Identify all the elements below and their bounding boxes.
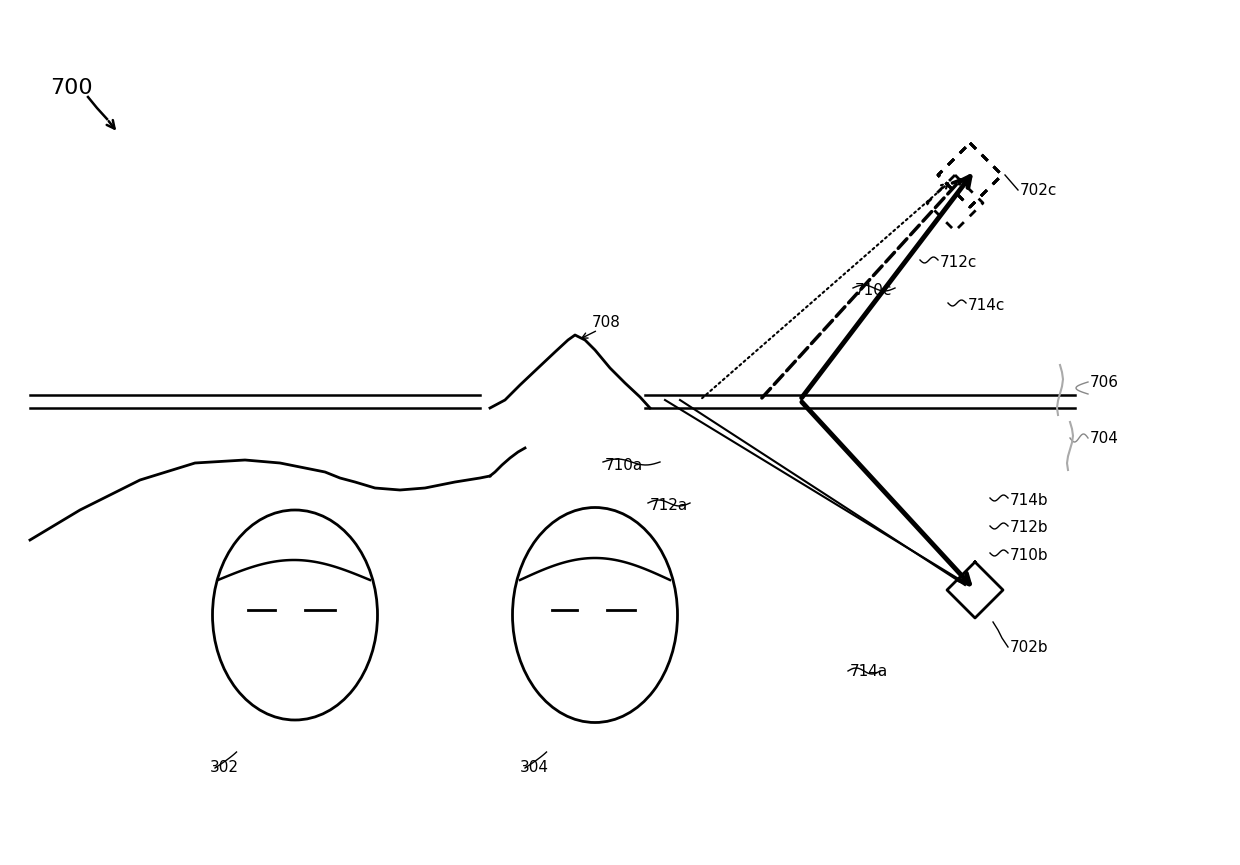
Text: 302: 302: [210, 760, 239, 776]
Text: 714b: 714b: [1011, 492, 1049, 508]
Text: 712b: 712b: [1011, 521, 1049, 535]
Text: 304: 304: [520, 760, 549, 776]
Text: 710c: 710c: [856, 283, 893, 298]
Text: 714c: 714c: [968, 298, 1006, 312]
Text: 704: 704: [1090, 431, 1118, 445]
Text: 700: 700: [50, 78, 93, 98]
Text: 706: 706: [1090, 375, 1118, 389]
Text: 702b: 702b: [1011, 640, 1049, 656]
Text: 712a: 712a: [650, 497, 688, 512]
Text: 710a: 710a: [605, 458, 644, 472]
Text: 712c: 712c: [940, 254, 977, 270]
Text: 710b: 710b: [1011, 548, 1049, 562]
Text: 714a: 714a: [849, 664, 888, 680]
Text: 702c: 702c: [1021, 183, 1058, 197]
Text: 708: 708: [591, 315, 621, 330]
